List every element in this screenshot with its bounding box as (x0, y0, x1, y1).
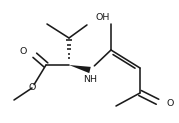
Text: O: O (19, 47, 27, 56)
Polygon shape (69, 65, 91, 73)
Text: OH: OH (95, 14, 109, 23)
Text: O: O (166, 100, 174, 108)
Text: NH: NH (83, 76, 97, 85)
Text: O: O (28, 84, 36, 92)
